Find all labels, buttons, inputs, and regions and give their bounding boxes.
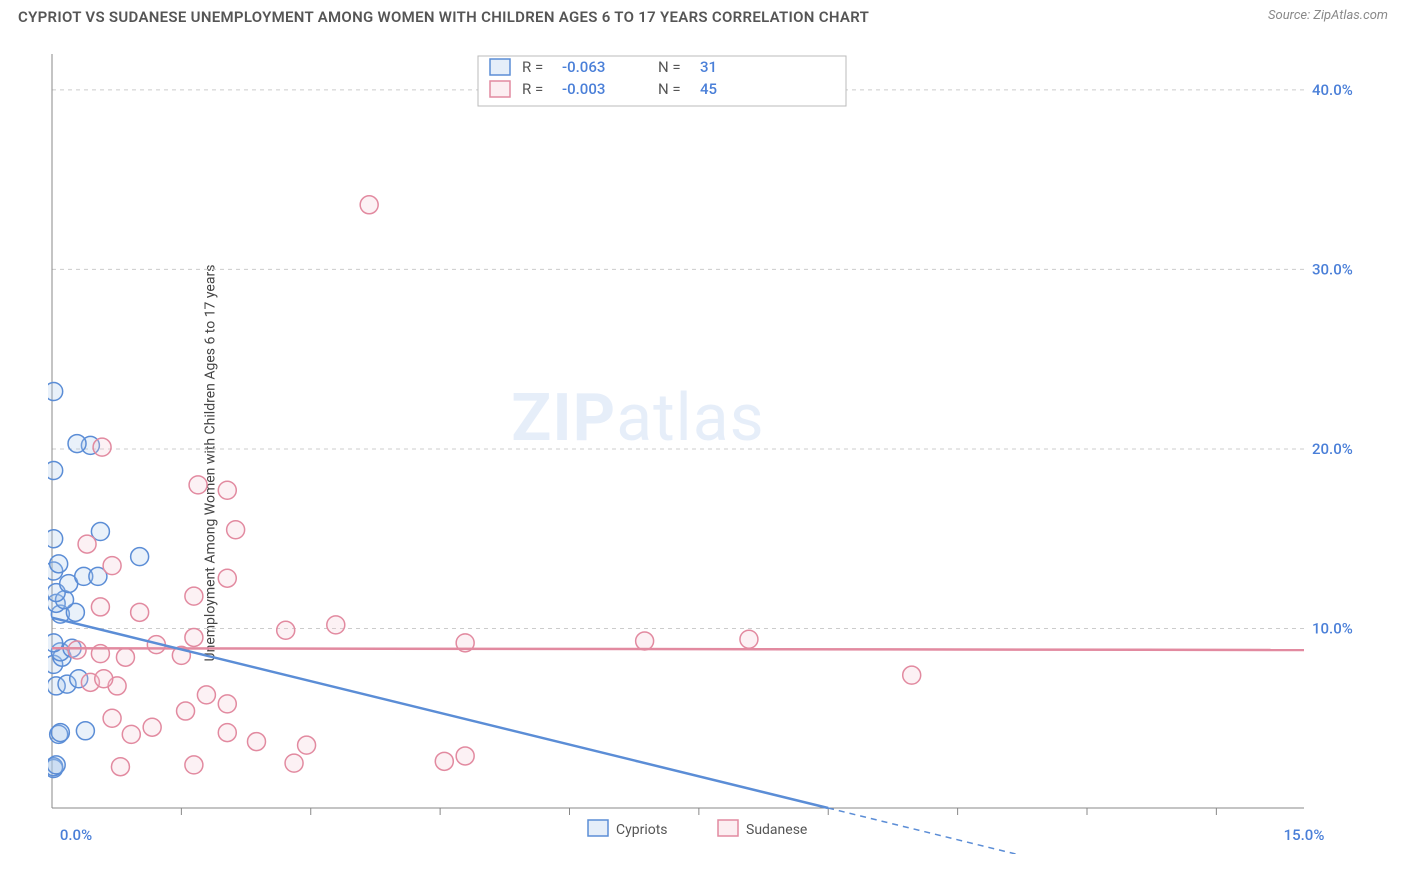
stats-r-label: R =: [522, 80, 543, 98]
scatter-chart: 10.0% 20.0% 30.0% 40.0% ZIPatlas 0.0% 15.0% R =…: [48, 44, 1368, 854]
data-point: [48, 530, 63, 548]
data-point: [48, 461, 63, 479]
data-point: [185, 756, 203, 774]
data-point: [78, 535, 96, 553]
data-point: [51, 724, 69, 742]
y-tick-label: 30.0%: [1312, 260, 1353, 278]
data-point: [218, 481, 236, 499]
data-point: [740, 630, 758, 648]
stats-n-value: 31: [700, 58, 717, 76]
y-tick-label: 20.0%: [1312, 440, 1353, 458]
trend-line: [52, 648, 1304, 650]
trend-line: [52, 618, 828, 808]
legend-swatch: [490, 59, 510, 75]
stats-n-label: N =: [658, 80, 681, 98]
data-point: [111, 758, 129, 776]
y-tick-label: 40.0%: [1312, 81, 1353, 99]
data-point: [456, 747, 474, 765]
data-point: [277, 621, 295, 639]
data-point: [189, 476, 207, 494]
data-point: [93, 438, 111, 456]
legend-swatch: [718, 820, 738, 836]
x-tick-label: 15.0%: [1284, 826, 1325, 844]
trend-line-extension: [828, 808, 1048, 854]
data-point: [636, 632, 654, 650]
data-point: [360, 196, 378, 214]
data-point: [143, 718, 161, 736]
stats-n-label: N =: [658, 58, 681, 76]
data-point: [76, 722, 94, 740]
data-point: [68, 641, 86, 659]
source-label: Source: ZipAtlas.com: [1268, 8, 1388, 23]
data-point: [185, 587, 203, 605]
stats-r-label: R =: [522, 58, 543, 76]
stats-r-value: -0.003: [562, 80, 605, 98]
legend-swatch: [588, 820, 608, 836]
data-point: [116, 648, 134, 666]
data-point: [103, 709, 121, 727]
data-point: [227, 521, 245, 539]
data-point: [435, 752, 453, 770]
data-point: [197, 686, 215, 704]
legend-swatch: [490, 81, 510, 97]
data-point: [185, 628, 203, 646]
data-point: [247, 733, 265, 751]
data-point: [298, 736, 316, 754]
data-point: [131, 603, 149, 621]
data-point: [285, 754, 303, 772]
data-point: [103, 557, 121, 575]
data-point: [68, 435, 86, 453]
data-point: [218, 695, 236, 713]
data-point: [327, 616, 345, 634]
data-point: [50, 555, 68, 573]
stats-r-value: -0.063: [562, 58, 605, 76]
legend-label: Cypriots: [616, 822, 668, 838]
data-point: [177, 702, 195, 720]
data-point: [218, 724, 236, 742]
legend-label: Sudanese: [746, 822, 807, 838]
data-point: [131, 548, 149, 566]
data-point: [48, 383, 63, 401]
data-point: [122, 725, 140, 743]
data-point: [95, 670, 113, 688]
stats-n-value: 45: [700, 80, 717, 98]
data-point: [218, 569, 236, 587]
x-tick-label: 0.0%: [60, 826, 92, 844]
data-point: [903, 666, 921, 684]
data-point: [91, 598, 109, 616]
data-point: [48, 756, 65, 774]
watermark: ZIPatlas: [511, 380, 764, 457]
y-tick-label: 10.0%: [1312, 619, 1353, 637]
chart-title: CYPRIOT VS SUDANESE UNEMPLOYMENT AMONG W…: [18, 8, 869, 26]
